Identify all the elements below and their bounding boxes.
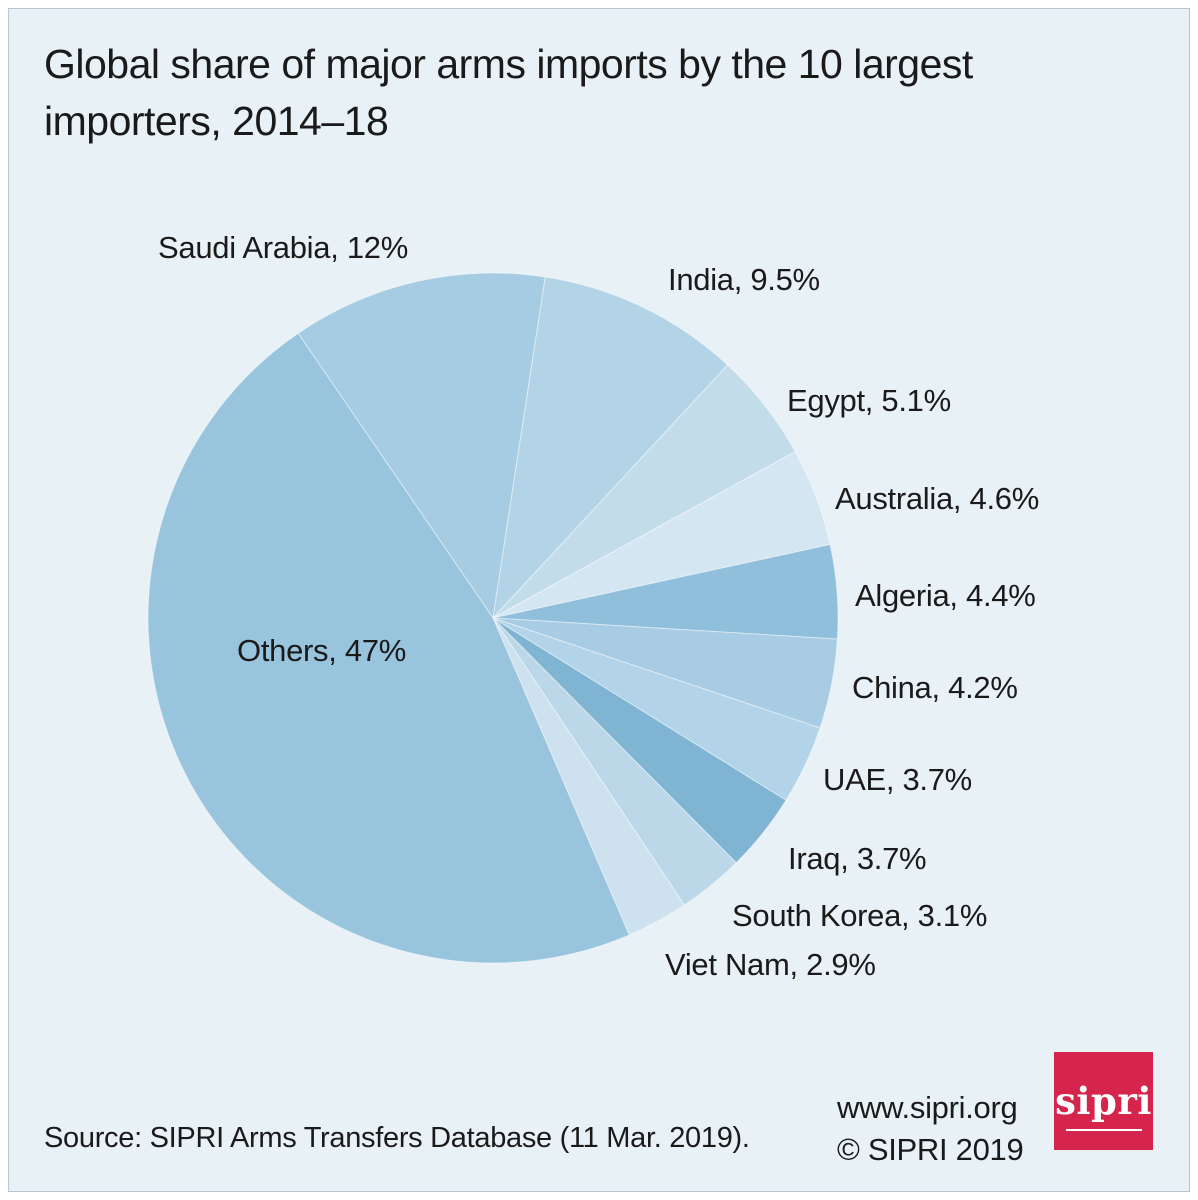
pie-slice-saudi-arabia [297,272,546,620]
pie-slice-china [492,617,838,729]
pie-label-australia: Australia, 4.6% [835,481,1039,516]
pie-label-south-korea: South Korea, 3.1% [732,898,988,933]
source-note: Source: SIPRI Arms Transfers Database (1… [44,1122,750,1154]
pie-label-china: China, 4.2% [852,670,1018,705]
pie-label-viet-nam: Viet Nam, 2.9% [665,947,876,982]
pie-slice-australia [492,450,831,619]
chart-title: Global share of major arms imports by th… [44,36,1168,150]
pie-label-egypt: Egypt, 5.1% [787,383,951,418]
pie-label-others: Others, 47% [237,633,407,668]
sipri-logo: sipri [1054,1052,1153,1150]
pie-slice-iraq [492,617,787,864]
pie-slice-india [492,276,729,620]
sipri-logo-text: sipri [1055,1079,1152,1123]
copyright-text: © SIPRI 2019 [837,1132,1024,1167]
pie-slice-egypt [492,364,796,619]
pie-slice-others [147,332,630,964]
pie-label-algeria: Algeria, 4.4% [855,578,1036,613]
pie-slice-south-korea [492,617,737,906]
pie-slice-uae [492,617,821,801]
sipri-logo-underline [1065,1129,1142,1131]
pie-label-uae: UAE, 3.7% [823,762,972,797]
pie-slice-algeria [492,543,839,640]
website-url: www.sipri.org [837,1090,1018,1125]
pie-label-saudi-arabia: Saudi Arabia, 12% [158,230,408,265]
chart-title-line1: Global share of major arms imports by th… [44,41,973,87]
pie-label-iraq: Iraq, 3.7% [788,841,927,876]
website-copyright-block: www.sipri.org © SIPRI 2019 [837,1087,1024,1171]
pie-label-india: India, 9.5% [668,262,820,297]
chart-title-line2: importers, 2014–18 [44,98,389,144]
pie-slice-viet-nam [492,617,686,936]
